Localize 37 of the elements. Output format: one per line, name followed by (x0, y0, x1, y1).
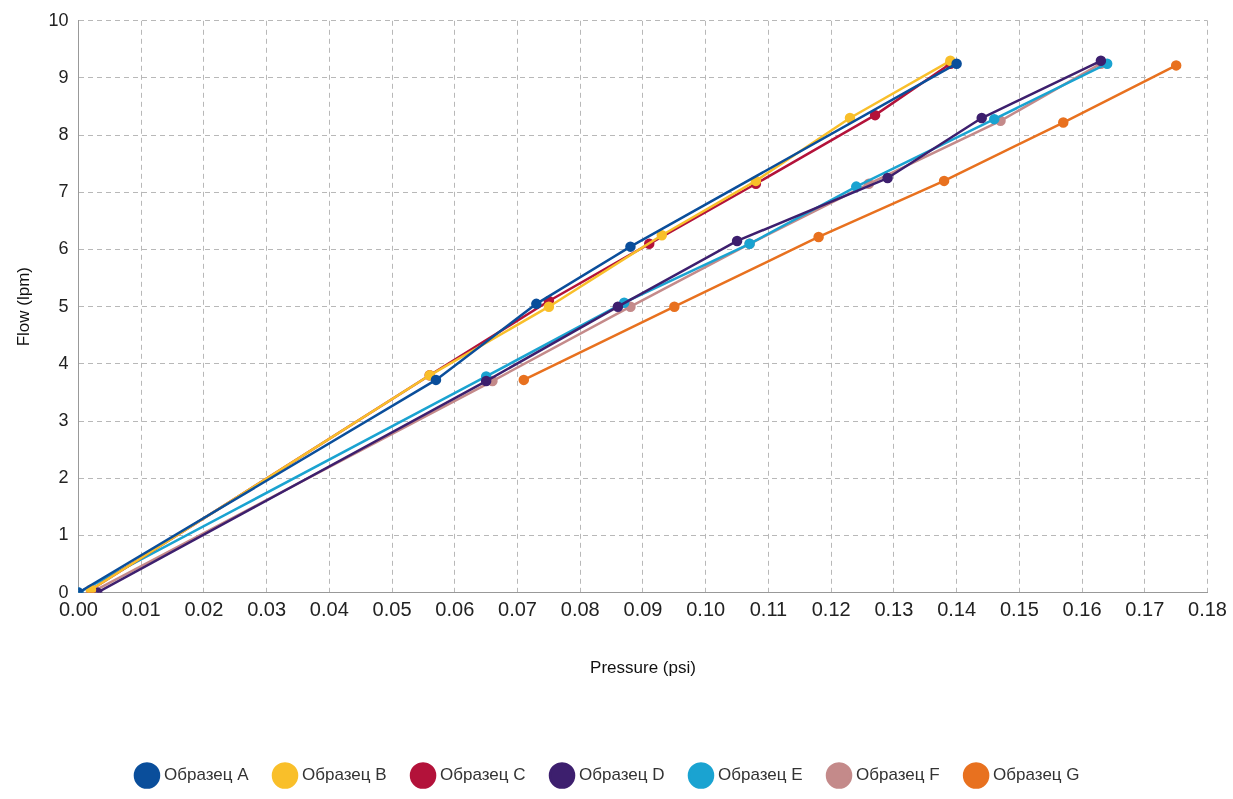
x-tick-label: 0.18 (1188, 598, 1228, 621)
legend-label: Образец G (993, 765, 1080, 785)
x-tick-label: 0.05 (372, 598, 412, 621)
y-tick-label: 9 (58, 66, 69, 87)
x-tick-label: 0.03 (247, 598, 287, 621)
y-tick-label: 3 (58, 410, 69, 431)
legend-label: Образец D (579, 765, 665, 785)
y-tick-label: 5 (58, 295, 69, 316)
x-tick-label: 0.09 (623, 598, 663, 621)
x-tick-label: 0.14 (937, 598, 977, 621)
y-tick-label: 8 (58, 124, 69, 145)
x-tick-label: 0.01 (121, 598, 161, 621)
x-axis-title: Pressure (psi) (590, 658, 696, 678)
x-tick-label: 0.04 (309, 598, 349, 621)
x-tick-label: 0.06 (435, 598, 475, 621)
y-axis-title: Flow (lpm) (13, 267, 33, 347)
y-tick-label: 4 (58, 352, 69, 373)
x-tick-label: 0.11 (749, 598, 788, 621)
y-tick-label: 2 (58, 467, 69, 488)
x-tick-label: 0.17 (1125, 598, 1165, 621)
x-tick-label: 0.15 (999, 598, 1039, 621)
x-tick-label: 0.07 (498, 598, 537, 621)
y-tick-label: 7 (58, 181, 69, 202)
x-tick-label: 0.13 (874, 598, 914, 621)
x-tick-label: 0.08 (560, 598, 600, 621)
x-tick-label: 0.12 (811, 598, 851, 621)
x-tick-label: 0.10 (686, 598, 726, 621)
legend-label: Образец A (163, 765, 250, 785)
x-tick-label: 0.02 (184, 598, 224, 621)
legend-label: Образец C (440, 765, 526, 785)
y-tick-label: 10 (48, 9, 69, 30)
legend-label: Образец B (302, 765, 387, 785)
y-tick-label: 6 (58, 238, 69, 259)
legend-label: Образец F (856, 765, 940, 785)
legend-label: Образец E (717, 765, 803, 785)
y-tick-label: 1 (58, 524, 69, 545)
x-tick-label: 0.16 (1062, 598, 1102, 621)
